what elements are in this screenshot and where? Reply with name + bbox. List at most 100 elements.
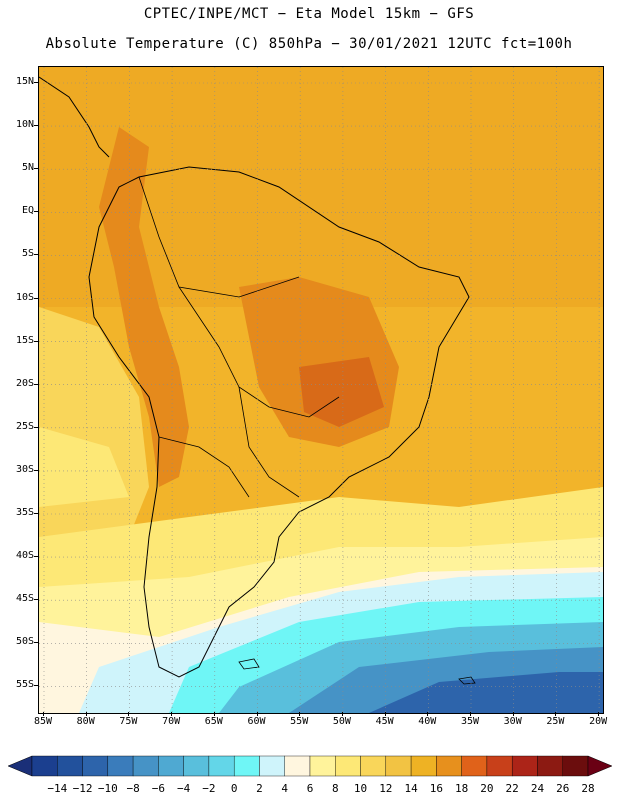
colorbar-label: 12: [379, 782, 393, 795]
lon-label: 20W: [589, 716, 608, 727]
colorbar-label: −2: [202, 782, 216, 795]
colorbar-swatch: [410, 755, 437, 777]
lat-tick: [34, 556, 38, 558]
lat-tick: [34, 168, 38, 170]
lat-tick: [34, 82, 38, 83]
colorbar-swatch: [537, 755, 563, 777]
lon-label: 80W: [76, 716, 95, 727]
colorbar-swatch: [107, 755, 134, 777]
colorbar-swatch: [436, 755, 462, 777]
lat-label: 40S: [15, 550, 34, 562]
temp-field-south-8: [369, 672, 603, 713]
colorbar-swatch: [385, 755, 412, 777]
colorbar-label: 8: [331, 782, 339, 795]
lat-tick: [34, 426, 38, 428]
colorbar-swatch: [562, 755, 589, 777]
colorbar-swatch: [158, 755, 184, 777]
lon-tick: [512, 712, 514, 716]
colorbar-label: 0: [230, 782, 238, 795]
coastline-falklands: [238, 658, 260, 670]
colorbar-swatch: [31, 755, 58, 777]
temp-field-pacific-cool: [39, 427, 129, 507]
coastline-central-america: [39, 76, 110, 158]
colorbar-label: −8: [126, 782, 140, 795]
colorbar-label: 18: [455, 782, 469, 795]
lat-label: 10N: [15, 119, 34, 131]
lon-label: 70W: [162, 716, 181, 727]
lat-label: 10S: [15, 291, 34, 303]
coastline-south-georgia: [458, 676, 476, 685]
lat-label: 15N: [15, 76, 34, 87]
lat-tick: [34, 469, 38, 471]
colorbar-label: 14: [404, 782, 418, 795]
map-title-source: CPTEC/INPE/MCT − Eta Model 15km − GFS: [143, 6, 475, 22]
lat-tick: [34, 297, 38, 299]
colorbar-label: 4: [281, 782, 289, 795]
colorbar-swatch: [511, 755, 538, 777]
colorbar-swatch: [82, 755, 109, 777]
colorbar-swatch: [183, 755, 210, 777]
lon-label: 40W: [418, 716, 437, 727]
lon-tick: [384, 712, 386, 716]
lat-tick: [34, 685, 38, 687]
colorbar-label: 22: [505, 782, 519, 795]
lat-label: 50S: [15, 636, 34, 648]
lon-tick: [171, 712, 173, 716]
lon-label: 35W: [460, 716, 480, 727]
lon-tick: [128, 712, 130, 716]
lon-tick: [341, 712, 343, 716]
colorbar-swatch: [461, 755, 488, 777]
colorbar-swatch: [486, 755, 513, 777]
lon-tick: [555, 712, 557, 716]
colorbar-swatch: [132, 755, 159, 777]
colorbar-label: 2: [256, 782, 263, 795]
colorbar-label: 10: [353, 782, 368, 795]
lon-label: 30W: [503, 716, 522, 727]
border-lines-central: [178, 286, 340, 418]
lon-label: 50W: [332, 716, 351, 727]
colorbar-label: −6: [151, 782, 165, 795]
lon-label: 65W: [204, 716, 223, 727]
lon-tick: [256, 712, 258, 716]
lon-label: 85W: [33, 716, 53, 727]
lat-tick: [34, 513, 38, 514]
lon-tick: [470, 712, 471, 716]
lat-tick: [34, 599, 38, 601]
lon-tick: [299, 712, 301, 716]
colorbar-swatch: [259, 755, 285, 777]
colorbar-label: 20: [480, 782, 494, 795]
lat-label: 45S: [15, 593, 34, 605]
lon-label: 75W: [119, 716, 138, 727]
lon-label: 45W: [375, 716, 394, 727]
lat-label: EQ: [21, 205, 34, 217]
lat-tick: [34, 125, 38, 127]
colorbar-label: −10: [97, 782, 118, 795]
colorbar-label: 26: [556, 782, 570, 795]
colorbar-swatch: [57, 755, 83, 777]
border-lines-andes: [158, 436, 250, 498]
colorbar-label: 6: [306, 782, 314, 795]
colorbar-swatch: [335, 755, 361, 777]
colorbar-over-arrow: [587, 755, 613, 777]
lon-tick: [43, 712, 44, 716]
colorbar-swatch: [309, 755, 336, 777]
map-title-variable: Absolute Temperature (C) 850hPa − 30/01/…: [45, 36, 573, 52]
lat-label: 5S: [21, 248, 34, 260]
colorbar-label: −14: [47, 782, 68, 795]
temp-field-andes: [99, 127, 189, 487]
colorbar-label: 28: [581, 782, 595, 795]
lat-label: 20S: [15, 377, 34, 389]
lat-tick: [34, 383, 38, 385]
lon-tick: [427, 712, 429, 716]
lon-label: 55W: [290, 716, 309, 727]
lat-label: 30S: [15, 463, 34, 475]
colorbar-under-arrow: [7, 755, 33, 777]
border-lines-south: [238, 386, 300, 498]
lat-label: 55S: [15, 679, 34, 691]
lat-label: 35S: [15, 507, 34, 518]
coastline-south-america: [88, 166, 470, 678]
temperature-map: [38, 66, 604, 714]
colorbar-swatch: [284, 755, 311, 777]
colorbar-swatch: [233, 755, 260, 777]
colorbar-swatch: [208, 755, 235, 777]
